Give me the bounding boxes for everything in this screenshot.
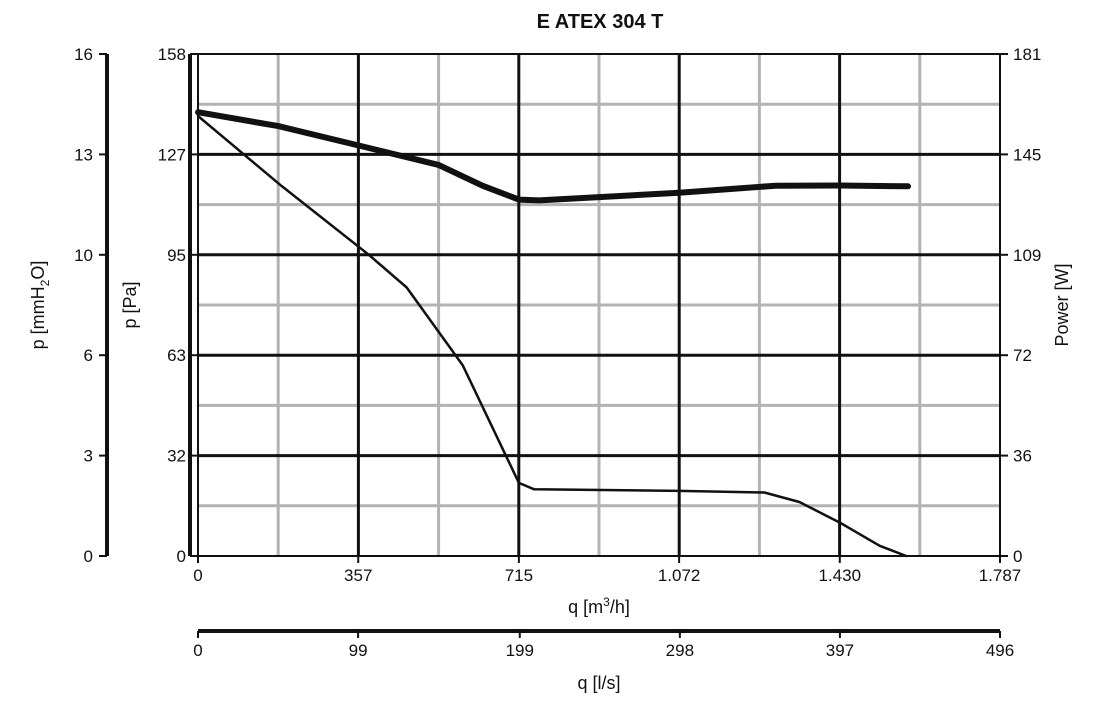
ls-tick-label: 397	[826, 641, 854, 660]
ls-axis-label: q [l/s]	[577, 673, 620, 693]
series-layer	[195, 109, 911, 558]
power-axis-ticks: 0 36 72 109 145 181	[1000, 45, 1041, 566]
pa-axis-label: p [Pa]	[120, 281, 140, 328]
mmh2o-tick-label: 3	[84, 447, 93, 466]
mmh2o-axis-ticks: 0 3 6 10 13 16	[74, 45, 107, 566]
pa-tick-label: 63	[167, 346, 186, 365]
mmh2o-tick-label: 0	[84, 547, 93, 566]
power-tick-label: 0	[1013, 547, 1022, 566]
grid-minor	[198, 54, 1000, 556]
m3h-tick-label: 1.430	[819, 566, 862, 585]
ls-tick-label: 99	[349, 641, 368, 660]
power-tick-label: 36	[1013, 447, 1032, 466]
pa-axis-ticks: 0 32 63 95 127 158	[158, 45, 198, 566]
m3h-tick-label: 357	[344, 566, 372, 585]
power-tick-label: 181	[1013, 45, 1041, 64]
grid-major	[198, 54, 1000, 556]
chart-title: E ATEX 304 T	[537, 11, 664, 33]
mmh2o-axis-label: p [mmH2O]	[28, 261, 52, 350]
ls-tick-label: 0	[193, 641, 202, 660]
m3h-axis-ticks: 0 357 715 1.072 1.430 1.787	[193, 556, 1021, 585]
plot-frame	[197, 53, 1001, 557]
ls-tick-label: 298	[666, 641, 694, 660]
power-tick-label: 145	[1013, 145, 1041, 164]
m3h-tick-label: 1.072	[658, 566, 701, 585]
m3h-tick-label: 0	[193, 566, 202, 585]
mmh2o-tick-label: 16	[74, 45, 93, 64]
m3h-tick-label: 1.787	[979, 566, 1022, 585]
pa-tick-label: 158	[158, 45, 186, 64]
ls-tick-label: 496	[986, 641, 1014, 660]
power-tick-label: 72	[1013, 346, 1032, 365]
ls-tick-label: 199	[506, 641, 534, 660]
mmh2o-tick-label: 6	[84, 346, 93, 365]
power-curve	[195, 109, 911, 204]
m3h-tick-label: 715	[505, 566, 533, 585]
mmh2o-tick-label: 13	[74, 145, 93, 164]
pressure-curve	[196, 114, 908, 558]
power-axis-label: Power [W]	[1052, 263, 1072, 346]
pa-tick-label: 95	[167, 246, 186, 265]
pa-tick-label: 0	[177, 547, 186, 566]
power-tick-label: 109	[1013, 246, 1041, 265]
pa-tick-label: 127	[158, 145, 186, 164]
pa-tick-label: 32	[167, 447, 186, 466]
mmh2o-tick-label: 10	[74, 246, 93, 265]
ls-axis-ticks: 0 99 199 298 397 496	[193, 631, 1014, 660]
m3h-axis-label: q [m3/h]	[568, 595, 630, 617]
